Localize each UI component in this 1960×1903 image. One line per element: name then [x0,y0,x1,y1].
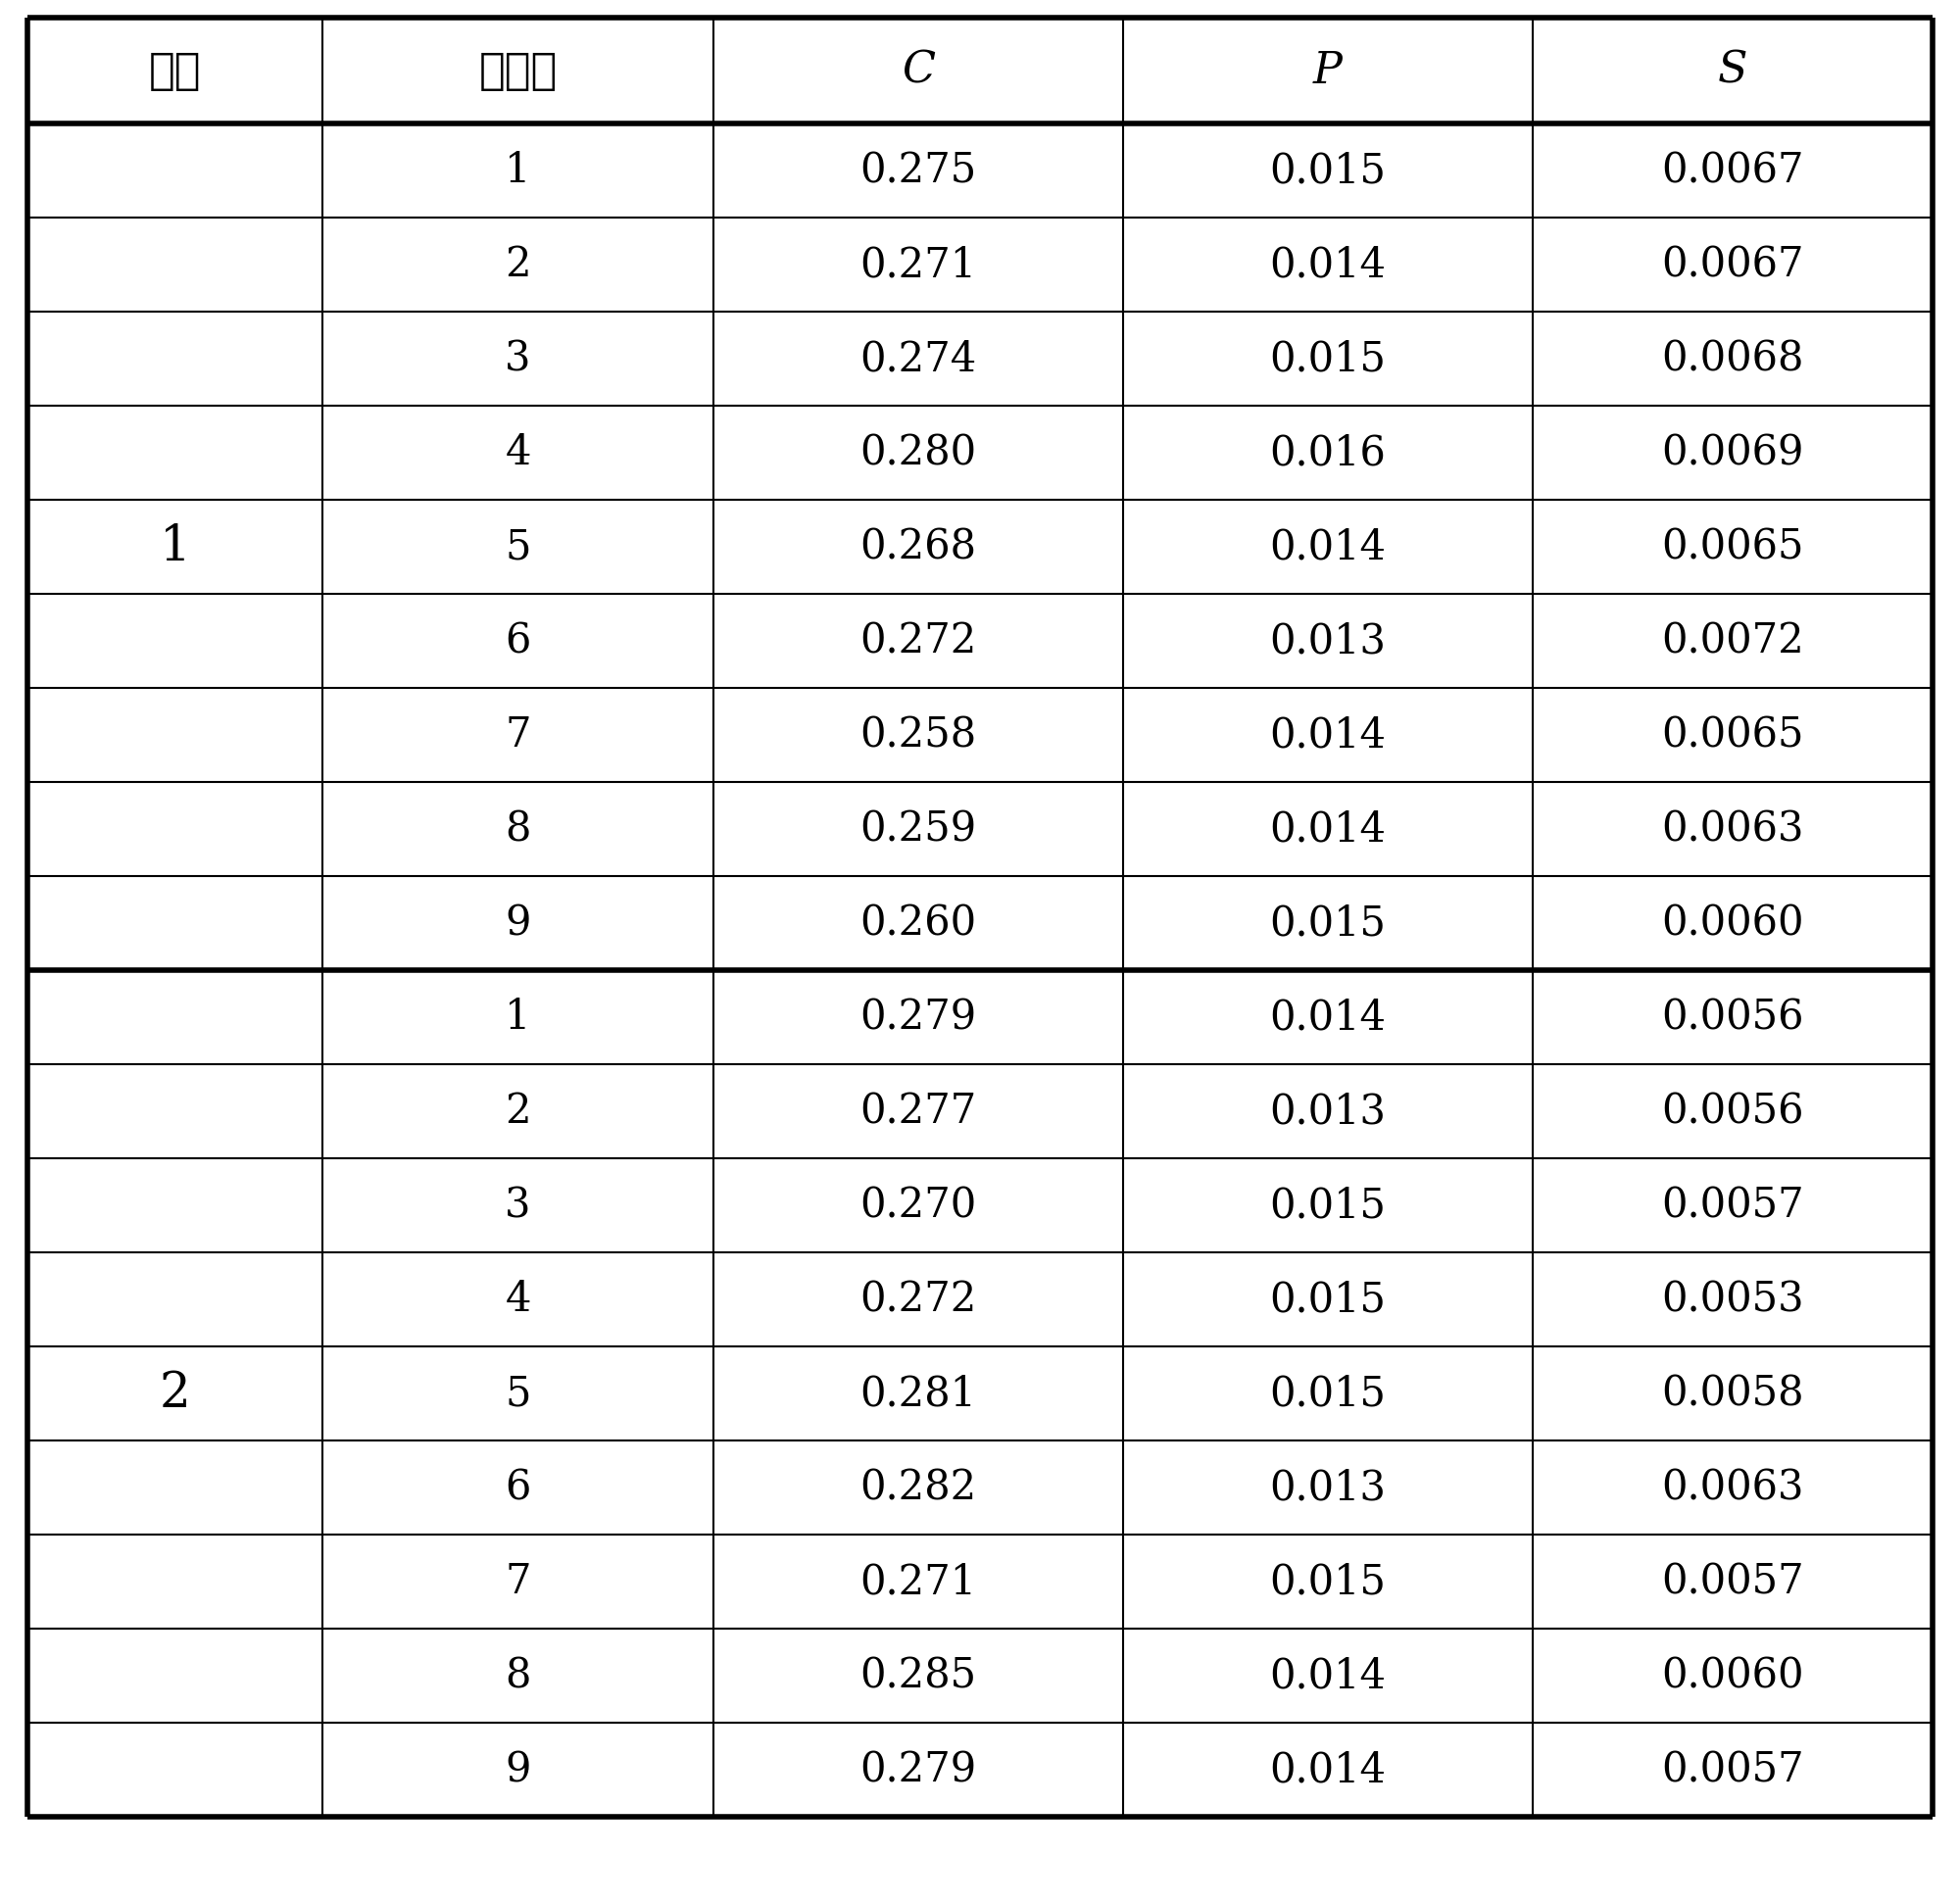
Text: 0.013: 0.013 [1270,1090,1386,1132]
Text: 0.015: 0.015 [1270,902,1386,944]
Text: 0.0057: 0.0057 [1662,1186,1803,1226]
Text: 9: 9 [506,902,531,944]
Text: 0.0056: 0.0056 [1662,997,1803,1037]
Text: 0.0069: 0.0069 [1662,432,1803,474]
Text: 取样点: 取样点 [478,49,557,91]
Text: 0.013: 0.013 [1270,620,1386,662]
Text: 0.271: 0.271 [860,244,976,285]
Text: 1: 1 [506,150,531,190]
Text: 0.0060: 0.0060 [1662,1656,1803,1696]
Text: 0.268: 0.268 [860,527,976,567]
Text: 6: 6 [506,620,531,662]
Text: 0.013: 0.013 [1270,1467,1386,1507]
Text: C: C [902,49,935,91]
Text: 2: 2 [506,1090,531,1132]
Text: 7: 7 [506,1560,531,1602]
Text: 0.0053: 0.0053 [1662,1279,1803,1321]
Text: 0.274: 0.274 [860,339,976,379]
Text: 7: 7 [506,714,531,755]
Text: 炉号: 炉号 [149,49,202,91]
Text: 0.258: 0.258 [860,714,976,755]
Text: 0.0063: 0.0063 [1662,1467,1803,1507]
Text: 0.0056: 0.0056 [1662,1090,1803,1132]
Text: 2: 2 [506,244,531,285]
Text: 0.015: 0.015 [1270,339,1386,379]
Text: 0.014: 0.014 [1270,1656,1386,1696]
Text: 5: 5 [506,527,531,567]
Text: 3: 3 [506,1186,531,1226]
Text: 0.279: 0.279 [860,1749,976,1791]
Text: 0.014: 0.014 [1270,527,1386,567]
Text: 0.0067: 0.0067 [1662,150,1803,190]
Text: 0.275: 0.275 [860,150,976,190]
Text: 0.281: 0.281 [860,1372,976,1414]
Text: 1: 1 [506,997,531,1037]
Text: 0.014: 0.014 [1270,244,1386,285]
Text: P: P [1313,49,1343,91]
Text: 0.015: 0.015 [1270,1186,1386,1226]
Text: 0.015: 0.015 [1270,1372,1386,1414]
Text: 0.014: 0.014 [1270,997,1386,1037]
Text: 0.279: 0.279 [860,997,976,1037]
Text: 8: 8 [506,809,531,849]
Text: 0.272: 0.272 [860,620,976,662]
Text: 0.015: 0.015 [1270,150,1386,190]
Text: 0.271: 0.271 [860,1560,976,1602]
Text: 0.0063: 0.0063 [1662,809,1803,849]
Text: 8: 8 [506,1656,531,1696]
Text: 0.282: 0.282 [860,1467,976,1507]
Text: 0.0060: 0.0060 [1662,902,1803,944]
Text: 0.277: 0.277 [860,1090,976,1132]
Text: 0.0068: 0.0068 [1662,339,1803,379]
Text: 3: 3 [506,339,531,379]
Text: 0.0057: 0.0057 [1662,1749,1803,1791]
Text: 0.259: 0.259 [860,809,976,849]
Text: 1: 1 [159,523,190,571]
Text: 0.260: 0.260 [860,902,976,944]
Text: 6: 6 [506,1467,531,1507]
Text: 0.285: 0.285 [860,1656,976,1696]
Text: 5: 5 [506,1372,531,1414]
Text: 2: 2 [159,1370,190,1418]
Text: 0.280: 0.280 [860,432,976,474]
Text: 0.0065: 0.0065 [1662,714,1803,755]
Text: 0.014: 0.014 [1270,1749,1386,1791]
Text: 0.272: 0.272 [860,1279,976,1321]
Text: 4: 4 [506,1279,531,1321]
Text: 0.014: 0.014 [1270,809,1386,849]
Text: 0.015: 0.015 [1270,1279,1386,1321]
Text: 0.0058: 0.0058 [1662,1372,1803,1414]
Text: S: S [1717,49,1748,91]
Text: 9: 9 [506,1749,531,1791]
Text: 0.270: 0.270 [860,1186,976,1226]
Text: 0.015: 0.015 [1270,1560,1386,1602]
Text: 0.0057: 0.0057 [1662,1560,1803,1602]
Text: 0.0065: 0.0065 [1662,527,1803,567]
Text: 0.014: 0.014 [1270,714,1386,755]
Text: 0.0067: 0.0067 [1662,244,1803,285]
Text: 0.016: 0.016 [1270,432,1386,474]
Text: 0.0072: 0.0072 [1662,620,1803,662]
Text: 4: 4 [506,432,531,474]
